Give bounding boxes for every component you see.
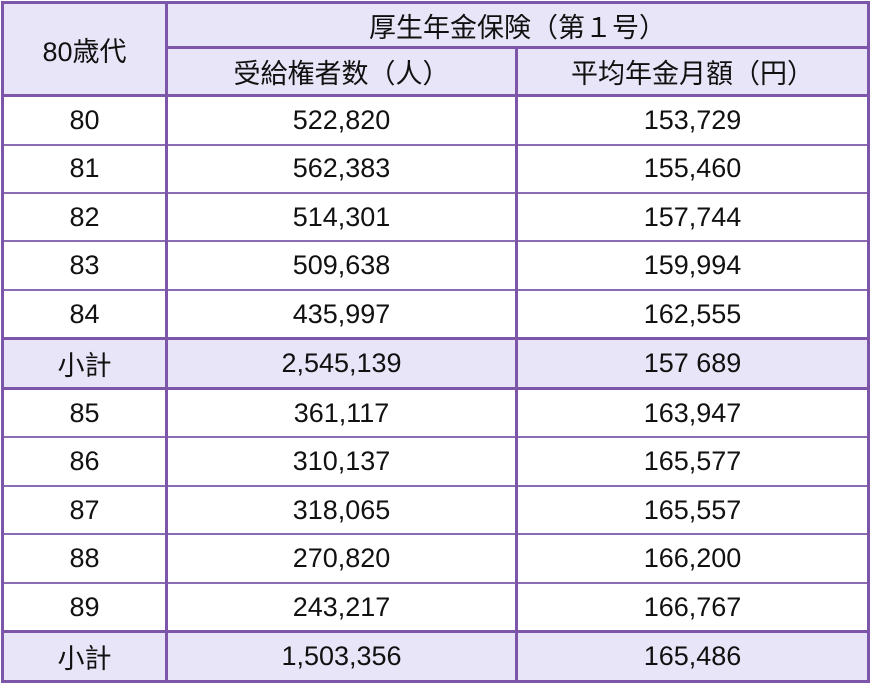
group-title-header: 厚生年金保険（第１号）	[165, 1, 870, 49]
avg-monthly-cell: 166,767	[515, 581, 870, 633]
avg-monthly-cell: 165,577	[515, 436, 870, 487]
recipients-cell: 243,217	[165, 581, 518, 633]
age-cell: 82	[1, 191, 168, 243]
table-row: 86 310,137 165,577	[1, 436, 870, 487]
recipients-cell: 514,301	[165, 191, 518, 243]
avg-monthly-cell: 153,729	[515, 94, 870, 146]
age-cell: 小計	[1, 630, 168, 683]
avg-monthly-cell: 157,744	[515, 191, 870, 243]
age-cell: 88	[1, 533, 168, 584]
recipients-cell: 318,065	[165, 484, 518, 536]
table-row: 81 562,383 155,460	[1, 143, 870, 194]
table-row: 80 522,820 153,729	[1, 94, 870, 146]
subtotal-row: 小計 1,503,356 165,486	[1, 630, 870, 683]
recipients-cell: 310,137	[165, 436, 518, 487]
age-cell: 83	[1, 240, 168, 291]
table-row: 88 270,820 166,200	[1, 533, 870, 584]
recipients-cell: 562,383	[165, 143, 518, 194]
table-row: 82 514,301 157,744	[1, 191, 870, 243]
recipients-cell: 522,820	[165, 94, 518, 146]
recipients-cell: 435,997	[165, 288, 518, 340]
table-row: 83 509,638 159,994	[1, 240, 870, 291]
avg-monthly-cell: 162,555	[515, 288, 870, 340]
age-cell: 85	[1, 387, 168, 439]
recipients-cell: 509,638	[165, 240, 518, 291]
avg-monthly-cell: 165,486	[515, 630, 870, 683]
recipients-header: 受給権者数（人）	[165, 46, 518, 97]
recipients-cell: 2,545,139	[165, 337, 518, 390]
avg-monthly-cell: 157 689	[515, 337, 870, 390]
avg-monthly-cell: 166,200	[515, 533, 870, 584]
age-group-header: 80歳代	[1, 1, 168, 97]
table-row: 87 318,065 165,557	[1, 484, 870, 536]
recipients-cell: 1,503,356	[165, 630, 518, 683]
age-cell: 小計	[1, 337, 168, 390]
age-cell: 80	[1, 94, 168, 146]
recipients-cell: 361,117	[165, 387, 518, 439]
avg-monthly-cell: 165,557	[515, 484, 870, 536]
avg-monthly-cell: 155,460	[515, 143, 870, 194]
age-cell: 81	[1, 143, 168, 194]
age-cell: 87	[1, 484, 168, 536]
table-row: 84 435,997 162,555	[1, 288, 870, 340]
avg-monthly-header: 平均年金月額（円）	[515, 46, 870, 97]
table-row: 89 243,217 166,767	[1, 581, 870, 633]
subtotal-row: 小計 2,545,139 157 689	[1, 337, 870, 390]
avg-monthly-cell: 163,947	[515, 387, 870, 439]
avg-monthly-cell: 159,994	[515, 240, 870, 291]
age-cell: 89	[1, 581, 168, 633]
table-row: 85 361,117 163,947	[1, 387, 870, 439]
age-cell: 84	[1, 288, 168, 340]
age-cell: 86	[1, 436, 168, 487]
recipients-cell: 270,820	[165, 533, 518, 584]
